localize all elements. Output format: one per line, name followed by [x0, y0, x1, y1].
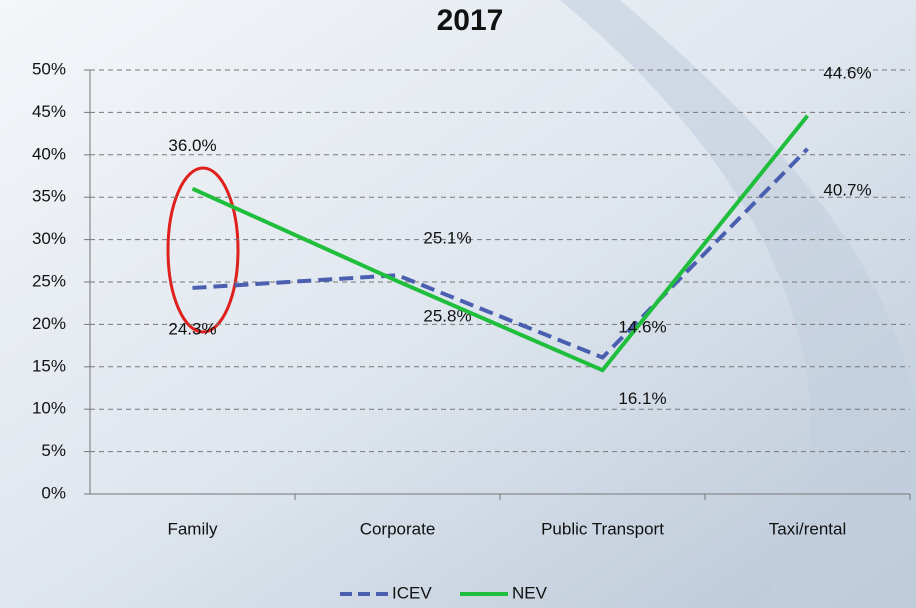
y-tick-label: 5%	[41, 441, 66, 460]
y-tick-label: 10%	[32, 399, 66, 418]
data-label: 25.1%	[423, 229, 471, 248]
data-label: 25.8%	[423, 307, 471, 326]
series-line	[191, 114, 810, 373]
data-label: 44.6%	[823, 63, 871, 82]
x-tick-label: Corporate	[360, 519, 436, 538]
y-tick-label: 50%	[32, 59, 66, 78]
background-shape	[560, 0, 916, 608]
legend-label: NEV	[512, 583, 548, 602]
y-tick-label: 0%	[41, 483, 66, 502]
legend-label: ICEV	[392, 583, 432, 602]
y-tick-label: 30%	[32, 229, 66, 248]
y-tick-label: 40%	[32, 144, 66, 163]
data-label: 14.6%	[618, 318, 666, 337]
series-line	[192, 147, 809, 360]
y-tick-label: 35%	[32, 187, 66, 206]
chart-title: 2017	[437, 4, 504, 37]
x-tick-label: Family	[167, 519, 218, 538]
data-label: 36.0%	[168, 136, 216, 155]
data-label: 16.1%	[618, 389, 666, 408]
y-tick-label: 20%	[32, 314, 66, 333]
y-tick-label: 45%	[32, 102, 66, 121]
highlight-ellipse	[166, 166, 240, 334]
data-label: 40.7%	[823, 180, 871, 199]
x-tick-label: Taxi/rental	[769, 519, 846, 538]
y-tick-label: 15%	[32, 356, 66, 375]
x-tick-label: Public Transport	[541, 519, 664, 538]
y-tick-label: 25%	[32, 271, 66, 290]
data-label: 24.3%	[168, 319, 216, 338]
